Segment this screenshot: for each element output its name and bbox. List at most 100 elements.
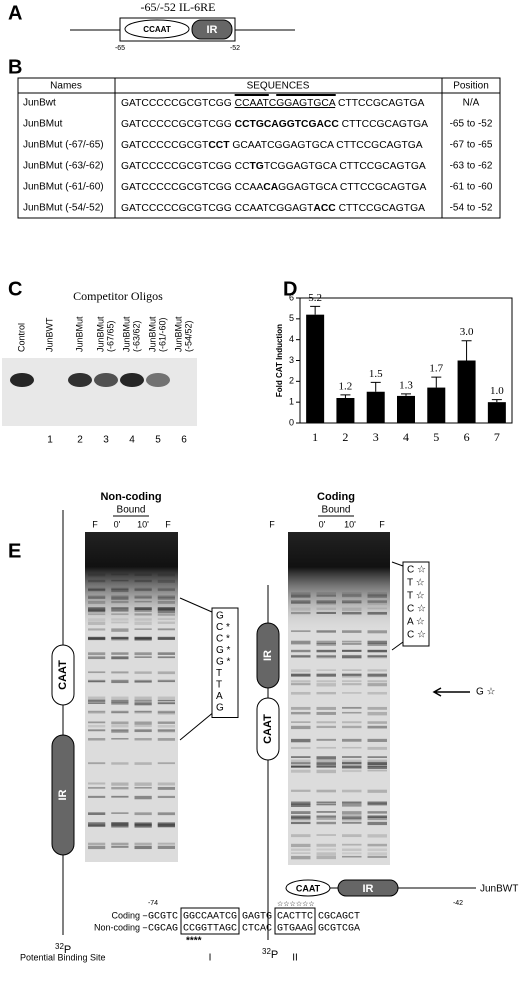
- gel-band: [291, 821, 311, 825]
- gel-band: [157, 728, 175, 732]
- gel-band: [342, 762, 362, 764]
- panel-label: B: [8, 56, 22, 78]
- gel-band: [157, 724, 175, 728]
- gel-band: [111, 613, 129, 616]
- gel-band: [291, 725, 311, 730]
- gel-band: [342, 760, 362, 763]
- gel-band: [134, 636, 152, 640]
- gel-band: [342, 600, 362, 604]
- gel-band: [367, 655, 387, 658]
- gel-band: [88, 795, 106, 798]
- gel-band: [367, 669, 387, 672]
- gel-band: [157, 595, 175, 598]
- gel-band: [111, 762, 129, 765]
- gel-band: [134, 656, 152, 658]
- gel-band: [367, 769, 387, 772]
- lane-label: JunBMut: [74, 316, 84, 352]
- gel-band: [134, 628, 152, 630]
- gel-band: [111, 728, 129, 731]
- gel-band: [316, 803, 336, 806]
- gel-band: [291, 852, 311, 855]
- row-position: -54 to -52: [450, 203, 493, 214]
- error-bar: [370, 381, 381, 392]
- lane-label: (-63/62): [131, 320, 141, 352]
- sequence-letter: C ☆: [407, 630, 426, 641]
- gel-band: [316, 801, 336, 804]
- gel-band: [134, 795, 152, 800]
- probe-isotope: 32: [55, 942, 64, 951]
- gel-band: [316, 711, 336, 715]
- row-name: JunBwt: [23, 98, 56, 109]
- gel-band: [157, 637, 175, 640]
- lane-label: JunBMut: [147, 316, 157, 352]
- gel-band: [367, 649, 387, 653]
- gel-band: [111, 822, 129, 825]
- gel-band: [111, 825, 129, 828]
- gel-band: [291, 711, 311, 715]
- sequence-letter: C ☆: [407, 604, 426, 615]
- gel-band: [316, 765, 336, 768]
- gel-band: [134, 721, 152, 725]
- gel-band: [134, 825, 152, 828]
- gel-band: [291, 738, 311, 743]
- sequence-part: GATCCCCCGCGTCGG CC: [121, 161, 250, 172]
- lane-label: F: [379, 519, 385, 529]
- gel-band: [88, 671, 106, 674]
- gel-band: [367, 763, 387, 766]
- footprint-title: Non-coding: [100, 491, 161, 503]
- gel-band: [367, 640, 387, 644]
- gel-band: [134, 652, 152, 656]
- ccaat-shape: [256, 697, 280, 761]
- gel-band: [291, 611, 311, 615]
- gel-band: [88, 618, 106, 622]
- gel-band: [111, 607, 129, 611]
- gel-band: [111, 795, 129, 798]
- y-tick-label: 4: [289, 334, 294, 344]
- gel-band: [111, 696, 129, 700]
- row-position: -67 to -65: [450, 140, 493, 151]
- gel-band: [342, 738, 362, 742]
- gel-band: [367, 725, 387, 729]
- gel-band: [342, 673, 362, 676]
- gel-band: [111, 600, 129, 604]
- gel-band: [88, 782, 106, 785]
- gel-band: [342, 680, 362, 683]
- gel-band: [316, 691, 336, 695]
- gel-band: [316, 848, 336, 851]
- lane-label: (-67/65): [105, 320, 115, 352]
- gel-band: [88, 842, 106, 846]
- probe-isotope: 32: [262, 947, 271, 956]
- gel-band: [342, 725, 362, 729]
- ccaat-shape: [124, 19, 190, 39]
- gel-band: [157, 579, 175, 583]
- lane-label: 10': [137, 519, 149, 529]
- gel-band: [367, 721, 387, 724]
- gel-title: Competitor Oligos: [73, 289, 163, 303]
- y-tick-label: 2: [289, 376, 294, 386]
- gel-band: [367, 756, 387, 759]
- gel-band: [342, 592, 362, 596]
- gel-band: [316, 817, 336, 820]
- gel-band: [367, 746, 387, 750]
- gel-band: [342, 630, 362, 633]
- gel-band: [367, 762, 387, 766]
- gel-band: [157, 652, 175, 655]
- gel-band: [367, 738, 387, 742]
- gel-band: [342, 759, 362, 761]
- gel-band: [157, 596, 175, 600]
- gel-band: [291, 765, 311, 768]
- gel-band: [316, 756, 336, 760]
- gel-band: [316, 607, 336, 611]
- gel-band: [157, 656, 175, 659]
- lane-label: (-61/-60): [157, 317, 167, 352]
- gel-band: [316, 843, 336, 847]
- gel-band: [111, 699, 129, 703]
- gel-band: [367, 759, 387, 762]
- footprint-title: Coding: [317, 491, 355, 503]
- gel-band: [134, 842, 152, 846]
- gel-band: [134, 609, 152, 612]
- gel-band: [367, 803, 387, 806]
- gel-band: [157, 671, 175, 675]
- sequence-part: TG: [250, 161, 264, 172]
- gel-band: [88, 596, 106, 599]
